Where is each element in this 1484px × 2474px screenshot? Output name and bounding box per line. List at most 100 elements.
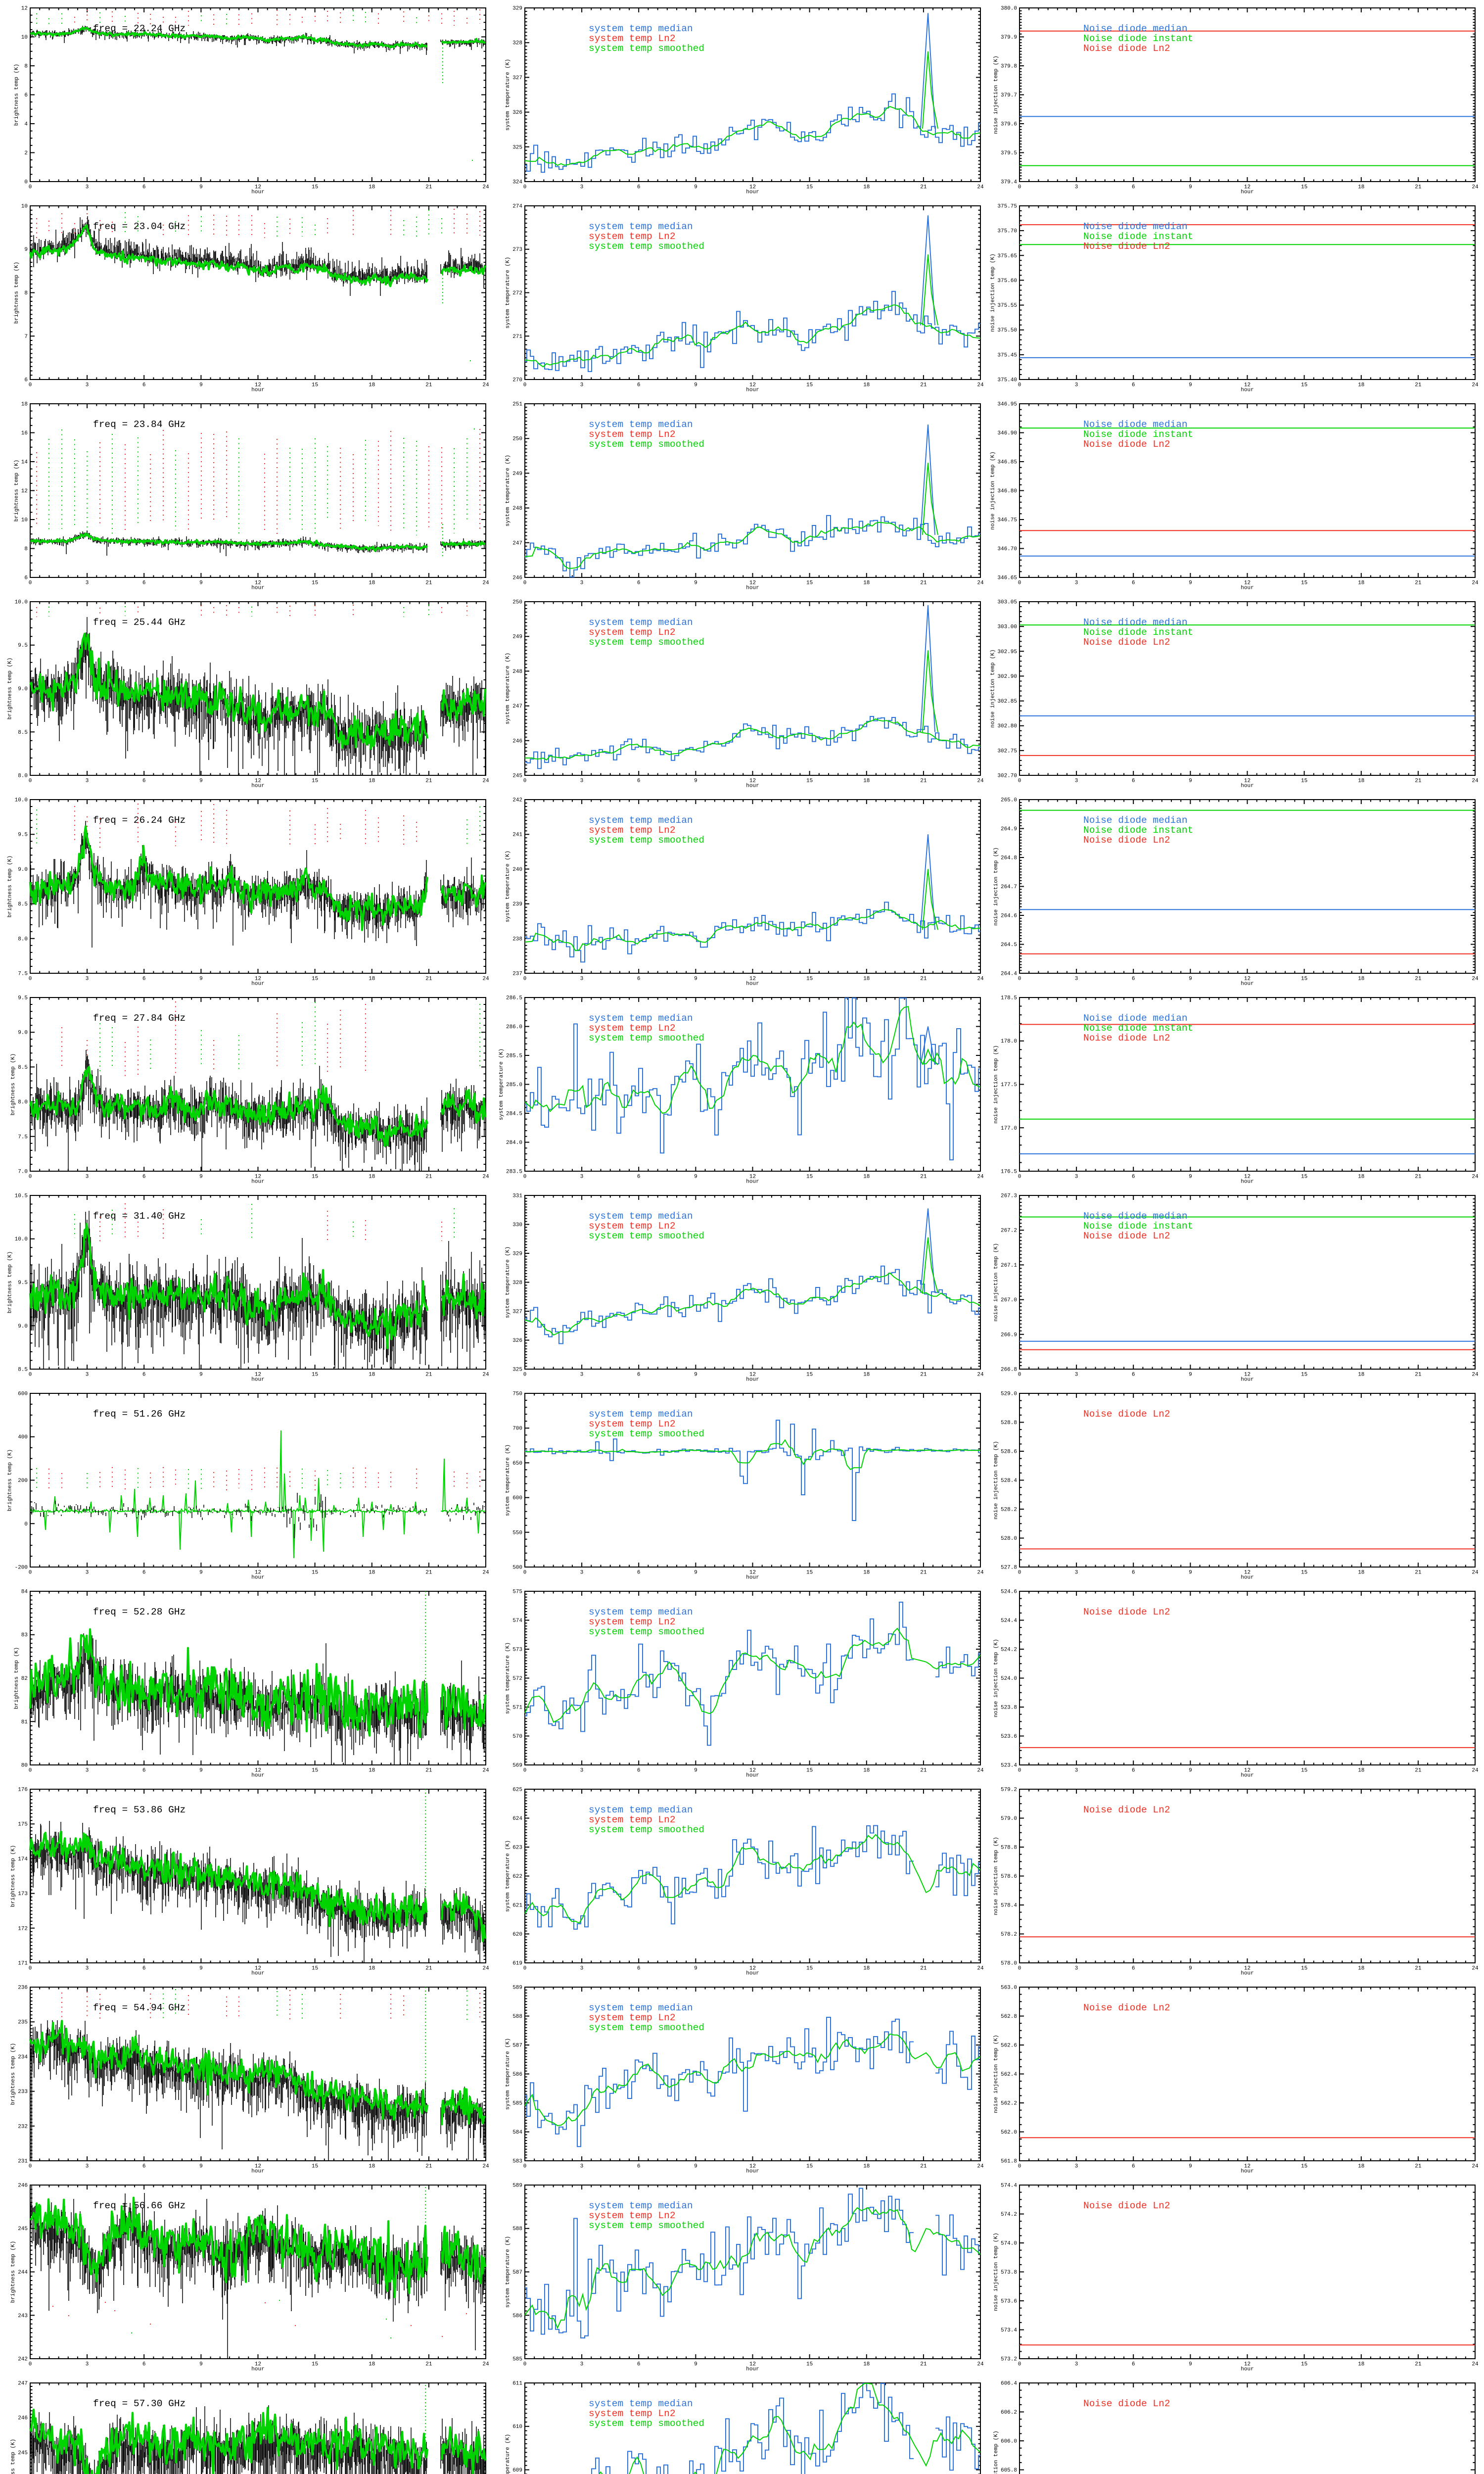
- svg-text:15: 15: [1301, 382, 1307, 388]
- svg-text:0: 0: [29, 1966, 32, 1972]
- svg-text:285.5: 285.5: [506, 1053, 522, 1059]
- svg-text:326: 326: [512, 110, 522, 116]
- svg-text:236: 236: [18, 1985, 28, 1991]
- svg-text:12: 12: [749, 1372, 756, 1378]
- svg-text:12: 12: [21, 6, 28, 12]
- svg-text:15: 15: [1301, 2362, 1307, 2368]
- svg-text:235: 235: [18, 2020, 28, 2026]
- svg-text:178.5: 178.5: [1001, 996, 1017, 1001]
- svg-text:system temp Ln2: system temp Ln2: [589, 1023, 676, 1034]
- svg-text:9: 9: [1189, 1174, 1192, 1180]
- svg-text:264.4: 264.4: [1001, 971, 1017, 977]
- svg-text:hour: hour: [746, 387, 759, 393]
- svg-text:21: 21: [1415, 382, 1422, 388]
- svg-text:21: 21: [1415, 1174, 1422, 1180]
- svg-text:hour: hour: [1241, 1773, 1253, 1779]
- svg-text:21: 21: [425, 1174, 432, 1180]
- svg-text:3: 3: [1075, 2164, 1078, 2170]
- svg-text:12: 12: [255, 1768, 261, 1774]
- svg-text:286.0: 286.0: [506, 1024, 522, 1030]
- svg-text:8.5: 8.5: [18, 730, 28, 736]
- svg-text:574.4: 574.4: [1001, 2183, 1017, 2189]
- svg-text:588: 588: [512, 2226, 522, 2232]
- svg-text:21: 21: [1415, 1966, 1422, 1972]
- svg-text:6: 6: [637, 580, 641, 586]
- svg-text:3: 3: [86, 778, 89, 784]
- svg-text:246: 246: [512, 738, 522, 744]
- svg-text:10: 10: [21, 518, 28, 523]
- svg-text:247: 247: [512, 540, 522, 546]
- svg-text:574: 574: [512, 1618, 522, 1624]
- svg-text:hour: hour: [251, 981, 264, 987]
- svg-text:freq = 31.40 GHz: freq = 31.40 GHz: [93, 1211, 186, 1222]
- svg-text:379.4: 379.4: [1001, 180, 1017, 186]
- svg-text:523.6: 523.6: [1001, 1734, 1017, 1740]
- svg-text:21: 21: [920, 1174, 927, 1180]
- svg-text:system temp median: system temp median: [589, 2002, 693, 2013]
- svg-text:3: 3: [580, 976, 584, 982]
- svg-text:6: 6: [637, 2164, 641, 2170]
- svg-text:6: 6: [637, 185, 641, 190]
- svg-text:267.1: 267.1: [1001, 1263, 1017, 1269]
- svg-text:379.6: 379.6: [1001, 122, 1017, 128]
- svg-text:346.65: 346.65: [997, 575, 1017, 581]
- svg-text:0: 0: [1018, 1570, 1021, 1576]
- svg-text:0: 0: [29, 1372, 32, 1378]
- svg-text:hour: hour: [251, 1971, 264, 1977]
- svg-text:527.8: 527.8: [1001, 1565, 1017, 1571]
- svg-text:231: 231: [18, 2159, 28, 2165]
- svg-text:3: 3: [580, 185, 584, 190]
- svg-text:0: 0: [1018, 1372, 1021, 1378]
- svg-text:system temperature (K): system temperature (K): [505, 2236, 511, 2308]
- svg-text:3: 3: [86, 1372, 89, 1378]
- svg-text:271: 271: [512, 334, 522, 340]
- svg-text:3: 3: [86, 580, 89, 586]
- svg-text:563.0: 563.0: [1001, 1985, 1017, 1991]
- svg-text:623: 623: [512, 1845, 522, 1851]
- svg-text:585: 585: [512, 2101, 522, 2107]
- svg-text:system temp median: system temp median: [589, 1211, 693, 1222]
- svg-text:15: 15: [806, 976, 813, 982]
- svg-text:hour: hour: [746, 1179, 759, 1185]
- svg-text:21: 21: [920, 1372, 927, 1378]
- svg-text:15: 15: [1301, 778, 1307, 784]
- svg-text:579.0: 579.0: [1001, 1816, 1017, 1822]
- svg-text:327: 327: [512, 1309, 522, 1315]
- svg-text:system temp smoothed: system temp smoothed: [589, 1824, 704, 1835]
- svg-text:0: 0: [523, 185, 527, 190]
- svg-text:24: 24: [977, 1768, 984, 1774]
- svg-text:523.4: 523.4: [1001, 1763, 1017, 1769]
- svg-text:578.4: 578.4: [1001, 1903, 1017, 1909]
- svg-text:251: 251: [512, 402, 522, 408]
- svg-text:578.0: 578.0: [1001, 1961, 1017, 1967]
- svg-text:system temp Ln2: system temp Ln2: [589, 627, 676, 638]
- svg-text:606.2: 606.2: [1001, 2410, 1017, 2416]
- svg-text:18: 18: [369, 1174, 375, 1180]
- svg-text:0: 0: [523, 1174, 527, 1180]
- svg-text:24: 24: [977, 185, 984, 190]
- svg-text:81: 81: [21, 1719, 28, 1725]
- svg-text:283.5: 283.5: [506, 1169, 522, 1175]
- svg-text:6: 6: [637, 778, 641, 784]
- svg-text:brightness temp (K): brightness temp (K): [10, 2043, 16, 2105]
- svg-text:18: 18: [863, 2164, 870, 2170]
- svg-text:24: 24: [482, 1570, 489, 1576]
- svg-text:12: 12: [749, 1966, 756, 1972]
- svg-text:303.00: 303.00: [997, 624, 1017, 630]
- svg-text:200: 200: [18, 1478, 28, 1484]
- svg-text:freq = 51.26 GHz: freq = 51.26 GHz: [93, 1409, 186, 1420]
- svg-text:524.2: 524.2: [1001, 1647, 1017, 1653]
- svg-text:18: 18: [369, 1768, 375, 1774]
- svg-text:21: 21: [425, 382, 432, 388]
- svg-text:9: 9: [694, 1966, 697, 1972]
- svg-text:175: 175: [18, 1822, 28, 1828]
- svg-text:8: 8: [24, 546, 28, 552]
- svg-text:12: 12: [1244, 2164, 1251, 2170]
- svg-text:24: 24: [482, 382, 489, 388]
- svg-text:375.75: 375.75: [997, 204, 1017, 210]
- svg-text:8: 8: [24, 290, 28, 296]
- svg-text:freq = 23.84 GHz: freq = 23.84 GHz: [93, 419, 186, 430]
- svg-text:24: 24: [977, 1966, 984, 1972]
- svg-text:177.0: 177.0: [1001, 1126, 1017, 1132]
- svg-text:Noise diode median: Noise diode median: [1083, 1211, 1188, 1222]
